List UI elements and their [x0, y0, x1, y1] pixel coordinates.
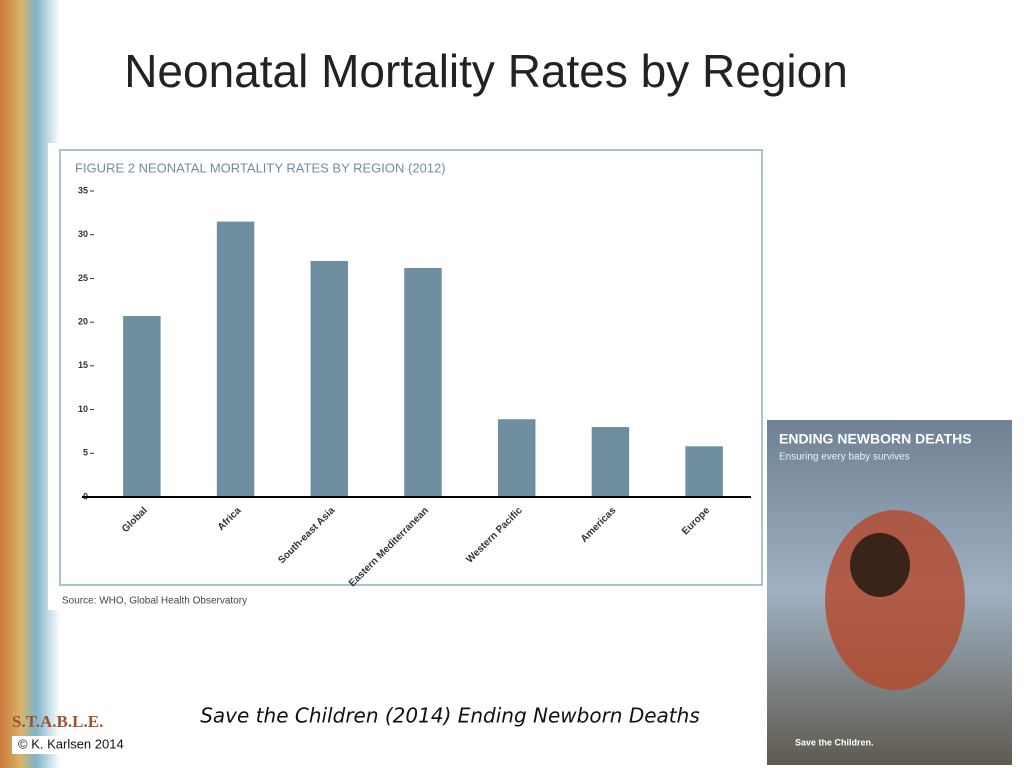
y-tick-label: 10 — [78, 404, 88, 414]
cover-subtitle: Ensuring every baby survives — [779, 452, 910, 463]
logo: S.T.A.B.L.E. — [12, 712, 103, 731]
bar — [685, 446, 723, 497]
cover-title: ENDING NEWBORN DEATHS — [779, 431, 972, 447]
y-tick-label: 35 — [78, 185, 88, 195]
caption: Save the Children (2014) Ending Newborn … — [200, 704, 700, 728]
y-tick-label: 25 — [78, 273, 88, 283]
bar — [591, 427, 630, 497]
report-cover: ENDING NEWBORN DEATHS Ensuring every bab… — [767, 420, 1012, 765]
cover-publisher: Save the Children. — [795, 737, 874, 747]
y-tick-label: 20 — [78, 317, 88, 327]
bar — [310, 260, 349, 497]
bar — [216, 221, 255, 497]
y-tick-label: 30 — [78, 229, 88, 239]
bar — [497, 419, 536, 497]
chart-frame — [59, 149, 763, 586]
y-tick-label: 5 — [83, 448, 88, 458]
chart-title: FIGURE 2 NEONATAL MORTALITY RATES BY REG… — [75, 160, 446, 175]
copyright-bg — [12, 736, 135, 754]
bar — [123, 316, 161, 497]
copyright: © K. Karlsen 2014 — [18, 736, 124, 751]
chart-source: Source: WHO, Global Health Observatory — [62, 596, 247, 607]
baby-face — [850, 533, 910, 597]
y-tick-label: 15 — [78, 360, 88, 370]
bar — [404, 267, 442, 497]
baby-wrap — [825, 510, 965, 690]
slide-title: Neonatal Mortality Rates by Region — [124, 45, 848, 97]
